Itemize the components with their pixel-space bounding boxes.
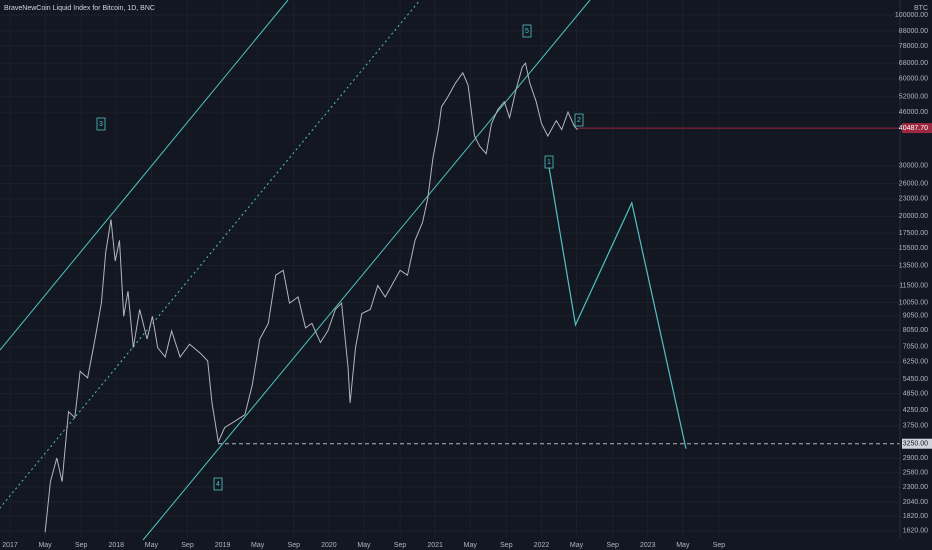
x-tick-label: May — [464, 542, 478, 549]
y-tick-label: 7050.00 — [903, 344, 928, 351]
x-tick-label: May — [251, 542, 265, 549]
annotation-box — [213, 477, 223, 491]
channel-upper — [0, 0, 289, 351]
y-tick-label: 100000.00 — [895, 12, 928, 19]
y-tick-label: 5450.00 — [903, 376, 928, 383]
annotation: 3 — [99, 121, 103, 128]
y-tick-label: 1820.00 — [903, 513, 928, 520]
x-tick-label: May — [570, 542, 584, 549]
annotation-box — [522, 24, 532, 38]
annotation: 5 — [525, 28, 529, 35]
y-tick-label: 20000.00 — [899, 213, 928, 220]
x-tick-label: 2019 — [215, 542, 231, 549]
y-tick-label: 6250.00 — [903, 359, 928, 366]
x-tick-label: May — [676, 542, 690, 549]
y-tick-label: 2040.00 — [903, 499, 928, 506]
price-line — [44, 62, 578, 533]
y-tick-label: 4850.00 — [903, 390, 928, 397]
y-tick-label: 23000.00 — [899, 196, 928, 203]
x-tick-label: Sep — [75, 542, 88, 549]
x-tick-label: Sep — [500, 542, 513, 549]
y-tick-label: 26000.00 — [899, 180, 928, 187]
x-tick-label: Sep — [606, 542, 619, 549]
y-tick-label: 8050.00 — [903, 327, 928, 334]
x-tick-label: 2022 — [534, 542, 550, 549]
y-tick-label: 52000.00 — [899, 94, 928, 101]
y-tick-label: 88000.00 — [899, 28, 928, 35]
price-label-box — [902, 123, 932, 134]
currency: BTC — [914, 5, 928, 12]
x-tick-label: Sep — [181, 542, 194, 549]
x-tick-label: 2020 — [321, 542, 337, 549]
x-tick-label: Sep — [288, 542, 301, 549]
annotation-box — [574, 113, 584, 127]
x-tick-label: 2018 — [108, 542, 124, 549]
y-tick-label: 15500.00 — [899, 245, 928, 252]
y-tick-label: 30000.00 — [899, 162, 928, 169]
y-tick-label: 2580.00 — [903, 469, 928, 476]
grid — [0, 0, 900, 538]
price-label: 40487.70 — [899, 125, 928, 132]
annotation-box — [544, 155, 554, 169]
y-tick-label: 46000.00 — [899, 109, 928, 116]
x-tick-label: May — [145, 542, 159, 549]
y-tick-label: 1620.00 — [903, 528, 928, 535]
y-tick-label: 60000.00 — [899, 76, 928, 83]
x-tick-label: Sep — [394, 542, 407, 549]
annotation-box — [96, 117, 106, 131]
x-tick-label: Sep — [713, 542, 726, 549]
y-tick-label: 13500.00 — [899, 262, 928, 269]
y-tick-label: 10050.00 — [899, 299, 928, 306]
y-tick-label: 17500.00 — [899, 230, 928, 237]
x-tick-label: May — [357, 542, 371, 549]
chart-title: BraveNewCoin Liquid Index for Bitcoin, 1… — [4, 5, 155, 12]
y-tick-label: 11500.00 — [899, 282, 928, 289]
y-tick-label: 9050.00 — [903, 312, 928, 319]
y-tick-label: 2300.00 — [903, 484, 928, 491]
annotation: 2 — [577, 117, 581, 124]
y-tick-label: 2900.00 — [903, 455, 928, 462]
price-label-box — [902, 438, 932, 449]
y-tick-label: 4250.00 — [903, 407, 928, 414]
x-tick-label: 2023 — [640, 542, 656, 549]
projection-line — [547, 159, 687, 449]
y-tick-label: 68000.00 — [899, 60, 928, 67]
annotation: 1 — [547, 159, 551, 166]
annotation: 4 — [216, 481, 220, 488]
price-label: 3250.00 — [903, 441, 928, 448]
x-tick-label: 2021 — [427, 542, 443, 549]
y-tick-label: 78000.00 — [899, 43, 928, 50]
marks — [44, 62, 900, 533]
x-tick-label: May — [38, 542, 52, 549]
x-tick-label: 2017 — [2, 542, 18, 549]
y-tick-label: 3750.00 — [903, 423, 928, 430]
